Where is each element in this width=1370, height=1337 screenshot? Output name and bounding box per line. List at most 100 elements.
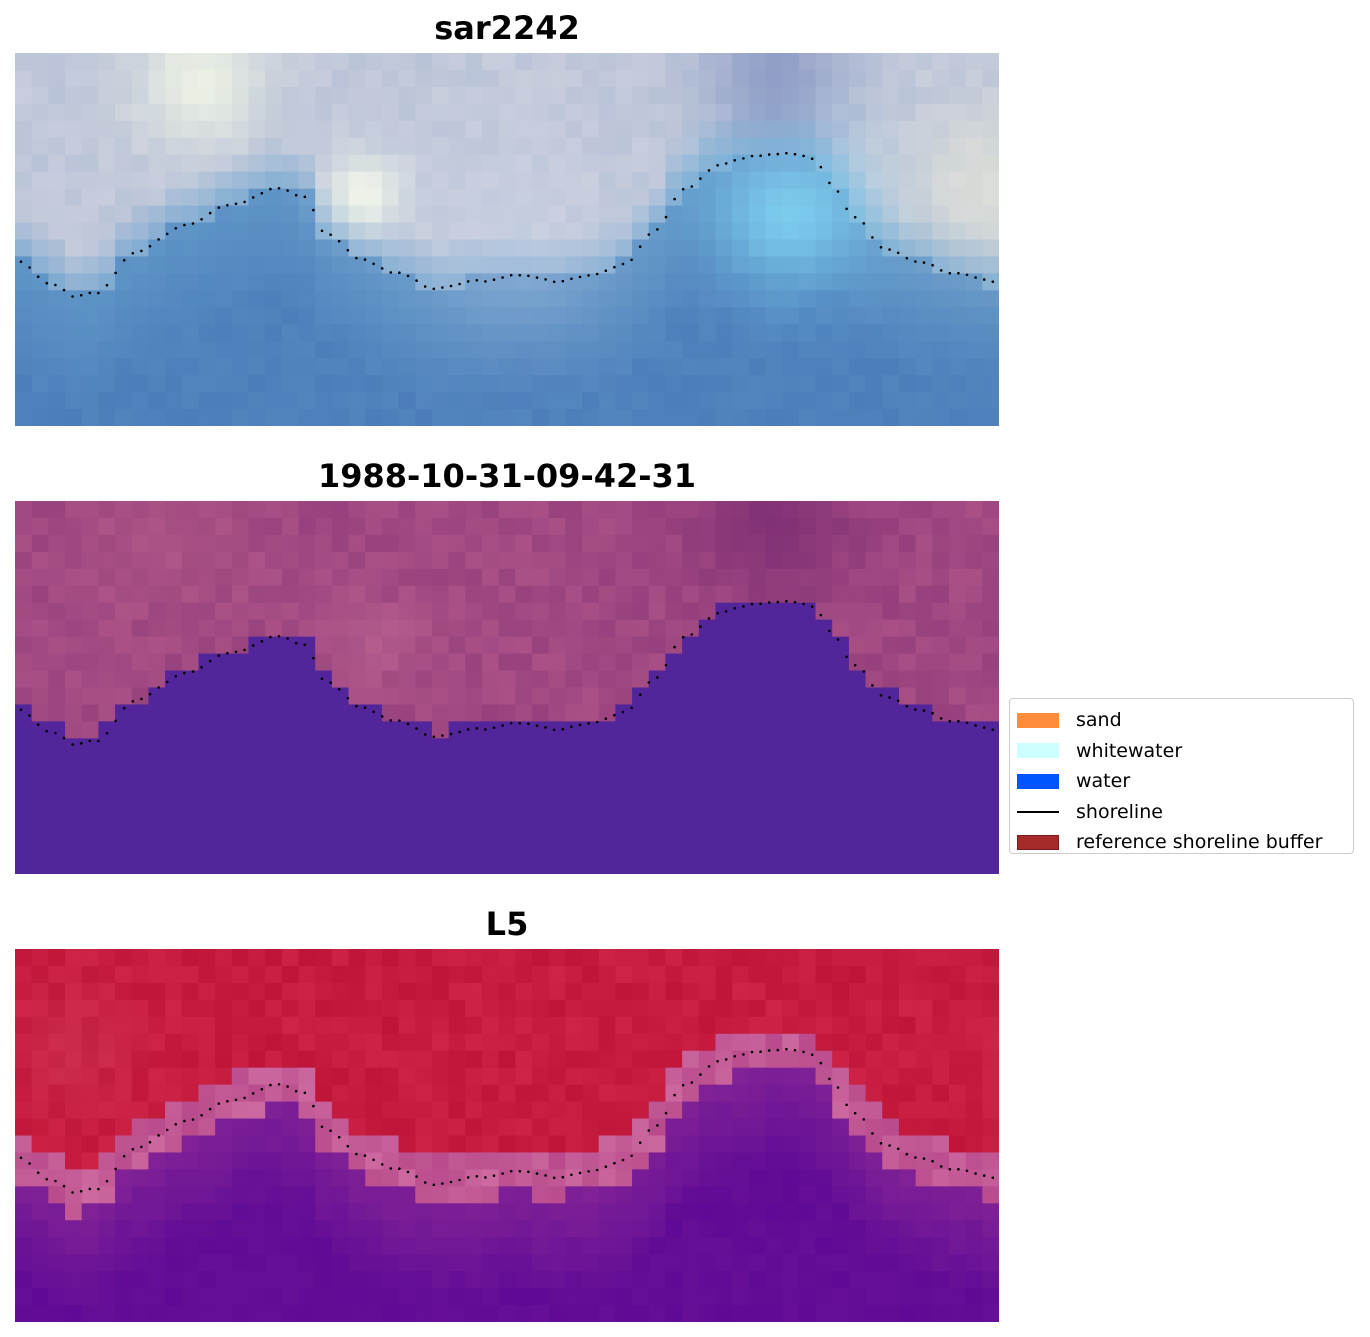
pixel-cell xyxy=(365,1050,383,1069)
pixel-cell xyxy=(381,256,400,274)
pixel-cell xyxy=(131,636,150,655)
pixel-cell xyxy=(298,256,316,274)
pixel-cell xyxy=(381,341,400,359)
pixel-cell xyxy=(965,857,983,874)
pixel-cell xyxy=(248,1271,266,1289)
pixel-cell xyxy=(865,1169,883,1187)
shoreline-dot xyxy=(647,1129,651,1132)
pixel-cell xyxy=(665,534,683,553)
pixel-cell xyxy=(698,103,717,122)
pixel-cell xyxy=(632,239,650,258)
pixel-cell xyxy=(231,341,250,359)
shoreline-dot xyxy=(991,280,995,283)
pixel-cell xyxy=(248,755,266,773)
shoreline-dot xyxy=(793,600,797,604)
pixel-cell xyxy=(898,501,917,519)
pixel-cell xyxy=(632,738,650,756)
pixel-cell xyxy=(415,551,433,570)
pixel-cell xyxy=(148,205,166,224)
pixel-cell xyxy=(381,687,400,706)
pixel-cell xyxy=(115,999,133,1018)
pixel-cell xyxy=(882,171,900,190)
pixel-cell xyxy=(915,1288,933,1306)
pixel-cell xyxy=(698,341,717,359)
pixel-cell xyxy=(765,772,783,790)
pixel-cell xyxy=(98,568,116,587)
pixel-cell xyxy=(148,409,166,426)
pixel-cell xyxy=(65,619,83,638)
pixel-cell xyxy=(548,1033,566,1052)
pixel-cell xyxy=(331,154,350,173)
pixel-cell xyxy=(765,1254,783,1272)
pixel-cell xyxy=(48,1288,66,1306)
pixel-cell xyxy=(648,86,667,105)
pixel-cell xyxy=(348,392,366,410)
pixel-cell xyxy=(632,1305,650,1322)
pixel-cell xyxy=(598,602,617,621)
shoreline-dot xyxy=(174,675,178,678)
pixel-cell xyxy=(331,1169,350,1187)
pixel-cell xyxy=(765,1135,783,1154)
pixel-cell xyxy=(181,1118,200,1137)
pixel-cell xyxy=(198,772,216,790)
pixel-cell xyxy=(231,375,250,393)
pixel-cell xyxy=(65,738,83,756)
pixel-cell xyxy=(648,999,667,1018)
pixel-cell xyxy=(682,1152,700,1170)
pixel-cell xyxy=(231,1169,250,1187)
pixel-cell xyxy=(782,307,800,325)
pixel-cell xyxy=(115,517,133,536)
pixel-cell xyxy=(948,154,967,173)
pixel-cell xyxy=(532,857,550,874)
pixel-cell xyxy=(798,409,817,426)
pixel-cell xyxy=(398,1186,416,1204)
pixel-cell xyxy=(198,409,216,426)
shoreline-dot xyxy=(535,276,539,279)
pixel-cell xyxy=(65,239,83,258)
pixel-cell xyxy=(915,806,933,824)
pixel-cell xyxy=(65,1118,83,1137)
pixel-cell xyxy=(315,568,333,587)
pixel-cell xyxy=(115,154,133,173)
pixel-cell xyxy=(415,772,433,790)
pixel-cell xyxy=(31,999,49,1018)
pixel-cell xyxy=(331,86,350,105)
pixel-cell xyxy=(532,721,550,739)
pixel-cell xyxy=(431,1033,450,1052)
pixel-cell xyxy=(915,307,933,325)
pixel-cell xyxy=(965,949,983,967)
pixel-cell xyxy=(848,517,867,536)
shoreline-dot xyxy=(208,211,212,215)
pixel-cell xyxy=(815,670,833,689)
pixel-cell xyxy=(115,551,133,570)
pixel-cell xyxy=(765,222,783,241)
pixel-cell xyxy=(298,602,316,621)
pixel-cell xyxy=(782,103,800,122)
pixel-cell xyxy=(415,409,433,426)
pixel-cell xyxy=(565,1271,583,1289)
pixel-cell xyxy=(215,1084,233,1103)
pixel-cell xyxy=(848,653,867,672)
pixel-cell xyxy=(365,857,383,874)
pixel-cell xyxy=(165,840,183,858)
pixel-cell xyxy=(148,290,166,308)
pixel-cell xyxy=(48,1016,66,1035)
pixel-cell xyxy=(632,1220,650,1238)
shoreline-dot xyxy=(664,215,668,219)
pixel-cell xyxy=(565,1186,583,1204)
pixel-cell xyxy=(498,154,516,173)
pixel-cell xyxy=(348,823,366,841)
shoreline-dot xyxy=(733,1055,737,1058)
pixel-cell xyxy=(48,53,66,71)
shoreline-dot xyxy=(320,229,324,233)
pixel-cell xyxy=(548,517,566,536)
pixel-cell xyxy=(65,53,83,71)
pixel-cell xyxy=(98,1220,116,1238)
pixel-cell xyxy=(982,137,999,156)
pixel-cell xyxy=(665,1220,683,1238)
pixel-cell xyxy=(848,1254,867,1272)
pixel-cell xyxy=(31,120,49,139)
pixel-cell xyxy=(615,205,633,224)
pixel-cell xyxy=(98,1101,116,1120)
pixel-cell xyxy=(15,534,33,553)
